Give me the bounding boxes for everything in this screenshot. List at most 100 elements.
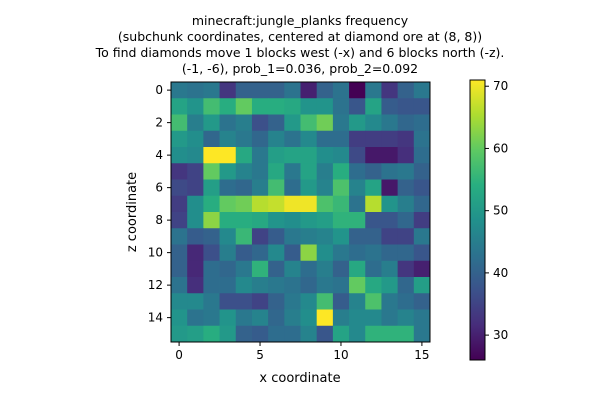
heatmap-cell <box>365 163 382 180</box>
heatmap-cell <box>219 82 237 99</box>
heatmap-cell <box>284 98 301 115</box>
heatmap-cell <box>268 212 285 229</box>
heatmap-cell <box>381 82 399 99</box>
heatmap-cell <box>171 82 188 99</box>
heatmap-cell <box>349 114 366 132</box>
heatmap-cell <box>219 179 237 197</box>
heatmap-cell <box>171 293 188 310</box>
heatmap-cell <box>413 293 431 310</box>
heatmap-cell <box>397 293 415 310</box>
heatmap-cell <box>268 179 285 197</box>
heatmap-cell <box>413 325 431 343</box>
heatmap-cell <box>349 244 366 262</box>
heatmap-cell <box>251 325 269 343</box>
heatmap-cell <box>332 212 350 229</box>
heatmap-cell <box>268 244 285 262</box>
heatmap-cell <box>316 98 334 115</box>
heatmap-cell <box>397 309 415 327</box>
heatmap-cell <box>349 277 366 294</box>
heatmap-cell <box>251 212 269 229</box>
title-line-1: minecraft:jungle_planks frequency <box>192 13 409 28</box>
heatmap-cell <box>349 130 366 148</box>
y-tick-label: 0 <box>155 83 163 97</box>
heatmap-cell <box>187 228 204 245</box>
heatmap-cell <box>251 130 269 148</box>
heatmap-cell <box>332 260 350 278</box>
heatmap-cell <box>284 260 301 278</box>
heatmap-cell <box>235 195 253 213</box>
heatmap-cell <box>187 130 204 148</box>
heatmap-cell <box>413 179 431 197</box>
y-tick-label: 2 <box>155 116 163 130</box>
heatmap-cell <box>171 98 188 115</box>
heatmap-cell <box>300 293 318 310</box>
heatmap-cell <box>300 130 318 148</box>
heatmap-cell <box>187 277 204 294</box>
heatmap-cell <box>316 179 334 197</box>
heatmap-cell <box>268 277 285 294</box>
heatmap-cell <box>413 260 431 278</box>
heatmap-cell <box>316 244 334 262</box>
colorbar <box>469 79 486 361</box>
heatmap-cell <box>332 98 350 115</box>
heatmap-cell <box>332 147 350 164</box>
heatmap-cell <box>235 228 253 245</box>
heatmap-cell <box>365 325 382 343</box>
heatmap-cell <box>235 163 253 180</box>
y-tick-label: 12 <box>148 278 163 292</box>
heatmap-cell <box>397 195 415 213</box>
y-tick-label: 4 <box>155 148 163 162</box>
heatmap-cell <box>316 163 334 180</box>
heatmap-cell <box>397 114 415 132</box>
heatmap-cell <box>284 293 301 310</box>
heatmap-cell <box>203 244 220 262</box>
heatmap-cell <box>332 325 350 343</box>
heatmap-cell <box>316 114 334 132</box>
heatmap-cell <box>268 98 285 115</box>
heatmap-cell <box>397 179 415 197</box>
heatmap-cell <box>203 293 220 310</box>
y-tick-label: 8 <box>155 213 163 227</box>
heatmap-cell <box>219 147 237 164</box>
heatmap-cell <box>349 163 366 180</box>
heatmap-cell <box>316 260 334 278</box>
heatmap-cell <box>397 82 415 99</box>
heatmap-cell <box>365 309 382 327</box>
heatmap-cell <box>251 163 269 180</box>
heatmap-cell <box>268 195 285 213</box>
heatmap-cell <box>235 130 253 148</box>
heatmap-cell <box>284 277 301 294</box>
heatmap-cell <box>413 212 431 229</box>
heatmap-cell <box>219 130 237 148</box>
heatmap-cell <box>251 179 269 197</box>
heatmap-cell <box>381 212 399 229</box>
heatmap-cell <box>316 277 334 294</box>
heatmap-cell <box>332 228 350 245</box>
heatmap-cell <box>332 163 350 180</box>
heatmap-cell <box>268 325 285 343</box>
heatmap-cell <box>171 163 188 180</box>
heatmap-cell <box>365 98 382 115</box>
heatmap-cell <box>316 130 334 148</box>
heatmap-cell <box>284 325 301 343</box>
x-axis: 0 5 10 15 <box>175 342 430 362</box>
title-line-3: To find diamonds move 1 blocks west (-x)… <box>95 45 505 60</box>
y-tick-label: 6 <box>155 181 163 195</box>
heatmap-cell <box>251 82 269 99</box>
heatmap-cell <box>219 260 237 278</box>
heatmap-cell <box>219 244 237 262</box>
heatmap-cell <box>187 163 204 180</box>
heatmap-cell <box>171 309 188 327</box>
heatmap-cell <box>413 195 431 213</box>
heatmap-cell <box>397 260 415 278</box>
heatmap-cell <box>203 195 220 213</box>
heatmap-cell <box>381 309 399 327</box>
heatmap-cell <box>413 244 431 262</box>
heatmap-cell <box>332 195 350 213</box>
heatmap-cell <box>219 195 237 213</box>
heatmap-cell <box>413 163 431 180</box>
heatmap-cell <box>203 130 220 148</box>
heatmap-cell <box>365 212 382 229</box>
heatmap-cell <box>203 98 220 115</box>
heatmap-cell <box>268 114 285 132</box>
